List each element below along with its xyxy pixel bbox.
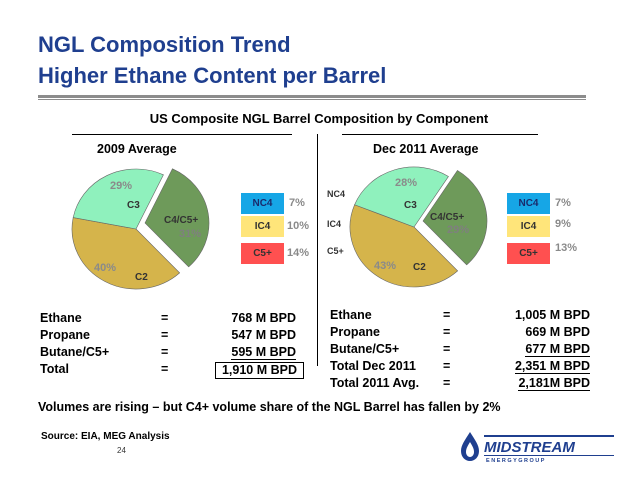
- table-2009-row-propane: Propane = 547 M BPD: [40, 328, 310, 346]
- row-eq: =: [443, 342, 451, 356]
- row-label: Total: [40, 362, 69, 376]
- footer-note: Volumes are rising – but C4+ volume shar…: [38, 400, 501, 414]
- row-value: 1,910 M BPD: [214, 362, 304, 379]
- row-label: Propane: [40, 328, 91, 342]
- logo-name: MIDSTREAM: [484, 439, 575, 456]
- pie-2011-label-c4c5-pct: 29%: [447, 224, 469, 236]
- pie-2009-slice-c3: [72, 168, 164, 230]
- row-label: Ethane: [40, 311, 82, 325]
- table-2011-row-ethane: Ethane = 1,005 M BPD: [330, 308, 592, 326]
- page-number: 24: [117, 446, 126, 455]
- pie-2011-label-c2-pct: 43%: [374, 260, 396, 272]
- table-2009-row-total: Total = 1,910 M BPD: [40, 362, 310, 380]
- pie-2009-label-c3-pct: 29%: [110, 180, 132, 192]
- right-header-rule: [342, 134, 538, 135]
- row-value: 1,005 M BPD: [514, 308, 590, 322]
- row-eq: =: [443, 376, 451, 390]
- row-value: 547 M BPD: [231, 328, 296, 342]
- box-2009-nc4: NC4: [241, 193, 284, 214]
- flame-inner-icon: [466, 442, 474, 457]
- pie-chart-2011: 28% C3 C4/C5+ 29% 43% C2: [349, 166, 488, 288]
- row-eq: =: [161, 362, 169, 376]
- box-2011-ic4: IC4: [507, 216, 550, 237]
- table-2011-row-propane: Propane = 669 M BPD: [330, 325, 592, 343]
- box-2009-nc4-pct: 7%: [289, 197, 305, 209]
- row-eq: =: [161, 328, 169, 342]
- box-2009-c5plus-pct: 14%: [287, 247, 310, 259]
- row-value: 595 M BPD: [231, 345, 296, 360]
- pie-2011-slice-c2: [349, 204, 459, 288]
- logo-bottom-bar: [484, 455, 614, 456]
- table-2011-row-total-dec: Total Dec 2011 = 2,351 M BPD: [330, 359, 592, 377]
- table-2009-row-ethane: Ethane = 768 M BPD: [40, 311, 310, 329]
- pie-2009-label-c3: C3: [127, 200, 140, 211]
- pie-2011-title: Dec 2011 Average: [373, 142, 479, 156]
- pie-2011-slice-c3: [354, 166, 449, 228]
- slide-title-line1: NGL Composition Trend: [38, 32, 291, 57]
- pie-2011-slice-c4c5: [422, 170, 488, 266]
- pie-2009-label-c2-pct: 40%: [94, 262, 116, 274]
- center-divider: [317, 134, 318, 366]
- table-2011-row-total-avg: Total 2011 Avg. = 2,181M BPD: [330, 376, 592, 394]
- row-value: 669 M BPD: [525, 325, 590, 339]
- title-underline-thin: [38, 99, 586, 100]
- mid-label-nc4: NC4: [327, 189, 346, 199]
- table-2009-row-butane: Butane/C5+ = 595 M BPD: [40, 345, 310, 363]
- box-2009-ic4: IC4: [241, 216, 284, 237]
- source-note: Source: EIA, MEG Analysis: [41, 431, 170, 442]
- pie-2011-label-c2: C2: [413, 262, 426, 273]
- row-label: Total Dec 2011: [330, 359, 416, 373]
- mid-label-ic4: IC4: [327, 219, 342, 229]
- row-label: Ethane: [330, 308, 372, 322]
- mid-label-c5plus: C5+: [327, 246, 344, 256]
- pie-2009-label-c2: C2: [135, 272, 148, 283]
- box-2011-c5plus-pct: 13%: [555, 242, 578, 254]
- row-label: Propane: [330, 325, 381, 339]
- row-label: Total 2011 Avg.: [330, 376, 420, 390]
- pie-2009-label-c4c5-pct: 31%: [179, 228, 201, 240]
- row-label: Butane/C5+: [40, 345, 110, 359]
- slide-title-line2: Higher Ethane Content per Barrel: [38, 63, 387, 88]
- row-eq: =: [443, 308, 451, 322]
- title-underline: [38, 95, 586, 98]
- left-header-rule: [72, 134, 292, 135]
- box-2011-c5plus: C5+: [507, 243, 550, 264]
- logo-tagline: E N E R G Y G R O U P: [486, 458, 545, 464]
- row-value: 677 M BPD: [525, 342, 590, 357]
- row-eq: =: [443, 359, 451, 373]
- box-2011-nc4: NC4: [507, 193, 550, 214]
- pie-chart-2009: 29% C3 C4/C5+ 31% 40% C2: [71, 168, 210, 290]
- box-2011-ic4-pct: 9%: [555, 218, 571, 230]
- row-value: 768 M BPD: [231, 311, 296, 325]
- pie-2009-slice-c4c5: [144, 168, 210, 268]
- table-2011-row-butane: Butane/C5+ = 677 M BPD: [330, 342, 592, 360]
- row-value: 2,181M BPD: [518, 376, 590, 391]
- chart-subtitle: US Composite NGL Barrel Composition by C…: [149, 111, 489, 126]
- row-value: 2,351 M BPD: [514, 359, 590, 374]
- midstream-logo: MIDSTREAM E N E R G Y G R O U P: [461, 432, 614, 464]
- row-eq: =: [161, 345, 169, 359]
- pie-2009-title: 2009 Average: [97, 142, 177, 156]
- pie-2011-label-c3-pct: 28%: [395, 177, 417, 189]
- row-eq: =: [443, 325, 451, 339]
- row-label: Butane/C5+: [330, 342, 400, 356]
- box-2009-ic4-pct: 10%: [287, 220, 310, 232]
- pie-2011-label-c3: C3: [404, 200, 417, 211]
- pie-2009-slice-c2: [71, 217, 181, 290]
- pie-2011-label-c4c5: C4/C5+: [430, 212, 464, 223]
- box-2011-nc4-pct: 7%: [555, 197, 571, 209]
- row-eq: =: [161, 311, 169, 325]
- pie-2009-label-c4c5: C4/C5+: [164, 215, 198, 226]
- logo-top-bar: [484, 435, 614, 437]
- box-2009-c5plus: C5+: [241, 243, 284, 264]
